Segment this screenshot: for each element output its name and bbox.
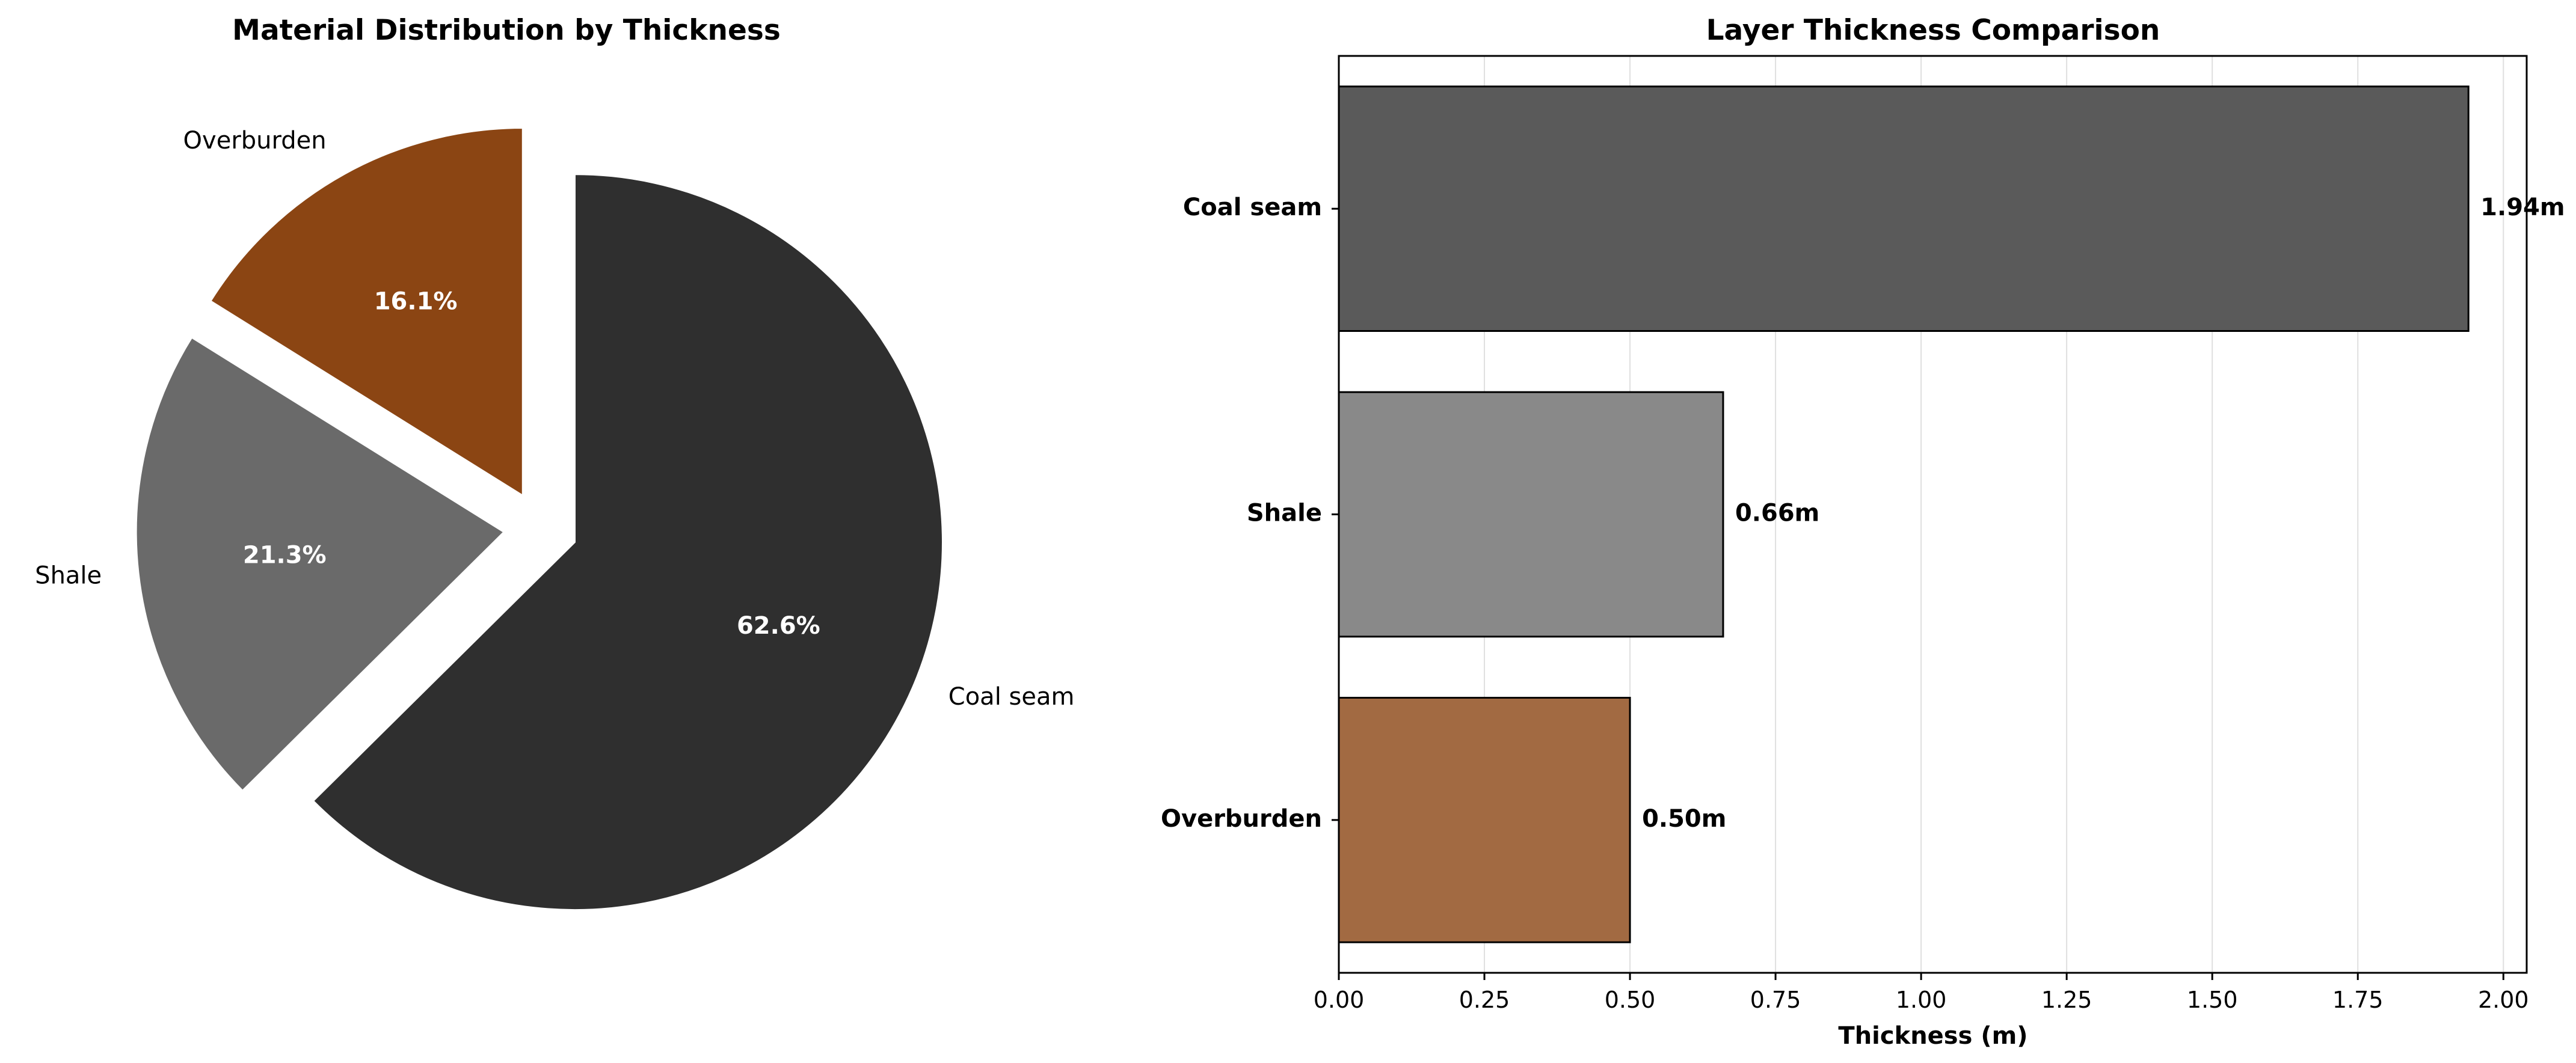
pie-slice-shale: [135, 336, 506, 792]
pie-pct-shale: 21.3%: [243, 542, 327, 569]
y-tick-label-coal-seam: Coal seam: [1183, 194, 1322, 221]
pie-label-shale: Shale: [35, 562, 102, 590]
bar-overburden: [1338, 697, 1631, 943]
bar-shale: [1338, 391, 1724, 638]
pie-slices: [135, 126, 944, 911]
pie-pct-overburden: 16.1%: [374, 287, 458, 315]
x-tick-label-0: 0.00: [1314, 987, 1365, 1013]
bar-value-label-shale: 0.66m: [1735, 500, 1819, 527]
pie-label-coal-seam: Coal seam: [948, 683, 1075, 711]
bar-bars: 1.94m 0.66m 0.50m: [1338, 85, 2565, 943]
x-axis-label: Thickness (m): [1838, 1022, 2027, 1050]
y-tick-label-shale: Shale: [1247, 500, 1322, 527]
pie-slice-overburden: [209, 126, 524, 498]
bar-coal-seam: [1338, 85, 2470, 332]
x-tick-label-4: 1.00: [1896, 987, 1947, 1013]
bar-value-label-overburden: 0.50m: [1642, 805, 1726, 833]
pie-labels: Coal seam 62.6% Shale 21.3% Overburden 16.1%: [35, 127, 1074, 711]
x-tick-label-2: 0.50: [1605, 987, 1656, 1013]
pie-chart: Material Distribution by Thickness Coal …: [35, 14, 1074, 911]
x-tick-label-5: 1.25: [2041, 987, 2092, 1013]
x-tick-label-3: 0.75: [1750, 987, 1801, 1013]
pie-pct-coal-seam: 62.6%: [737, 612, 820, 640]
pie-slice-coal-seam: [312, 173, 944, 911]
x-tick-label-8: 2.00: [2478, 987, 2529, 1013]
pie-chart-title: Material Distribution by Thickness: [232, 14, 781, 47]
y-axis-ticks: Coal seam Shale Overburden: [1161, 194, 1339, 833]
pie-label-overburden: Overburden: [183, 127, 327, 155]
x-axis-ticks: 0.00 0.25 0.50 0.75 1.00 1.25 1.50 1.75 2.00: [1314, 973, 2529, 1013]
x-tick-label-7: 1.75: [2332, 987, 2384, 1013]
y-tick-label-overburden: Overburden: [1161, 805, 1322, 833]
x-tick-label-1: 0.25: [1459, 987, 1510, 1013]
bar-chart-title: Layer Thickness Comparison: [1706, 14, 2160, 47]
bar-chart: Layer Thickness Comparison 1.94m 0.66m 0.5…: [1161, 14, 2565, 1050]
x-tick-label-6: 1.50: [2187, 987, 2238, 1013]
bar-value-label-coal-seam: 1.94m: [2480, 194, 2565, 221]
